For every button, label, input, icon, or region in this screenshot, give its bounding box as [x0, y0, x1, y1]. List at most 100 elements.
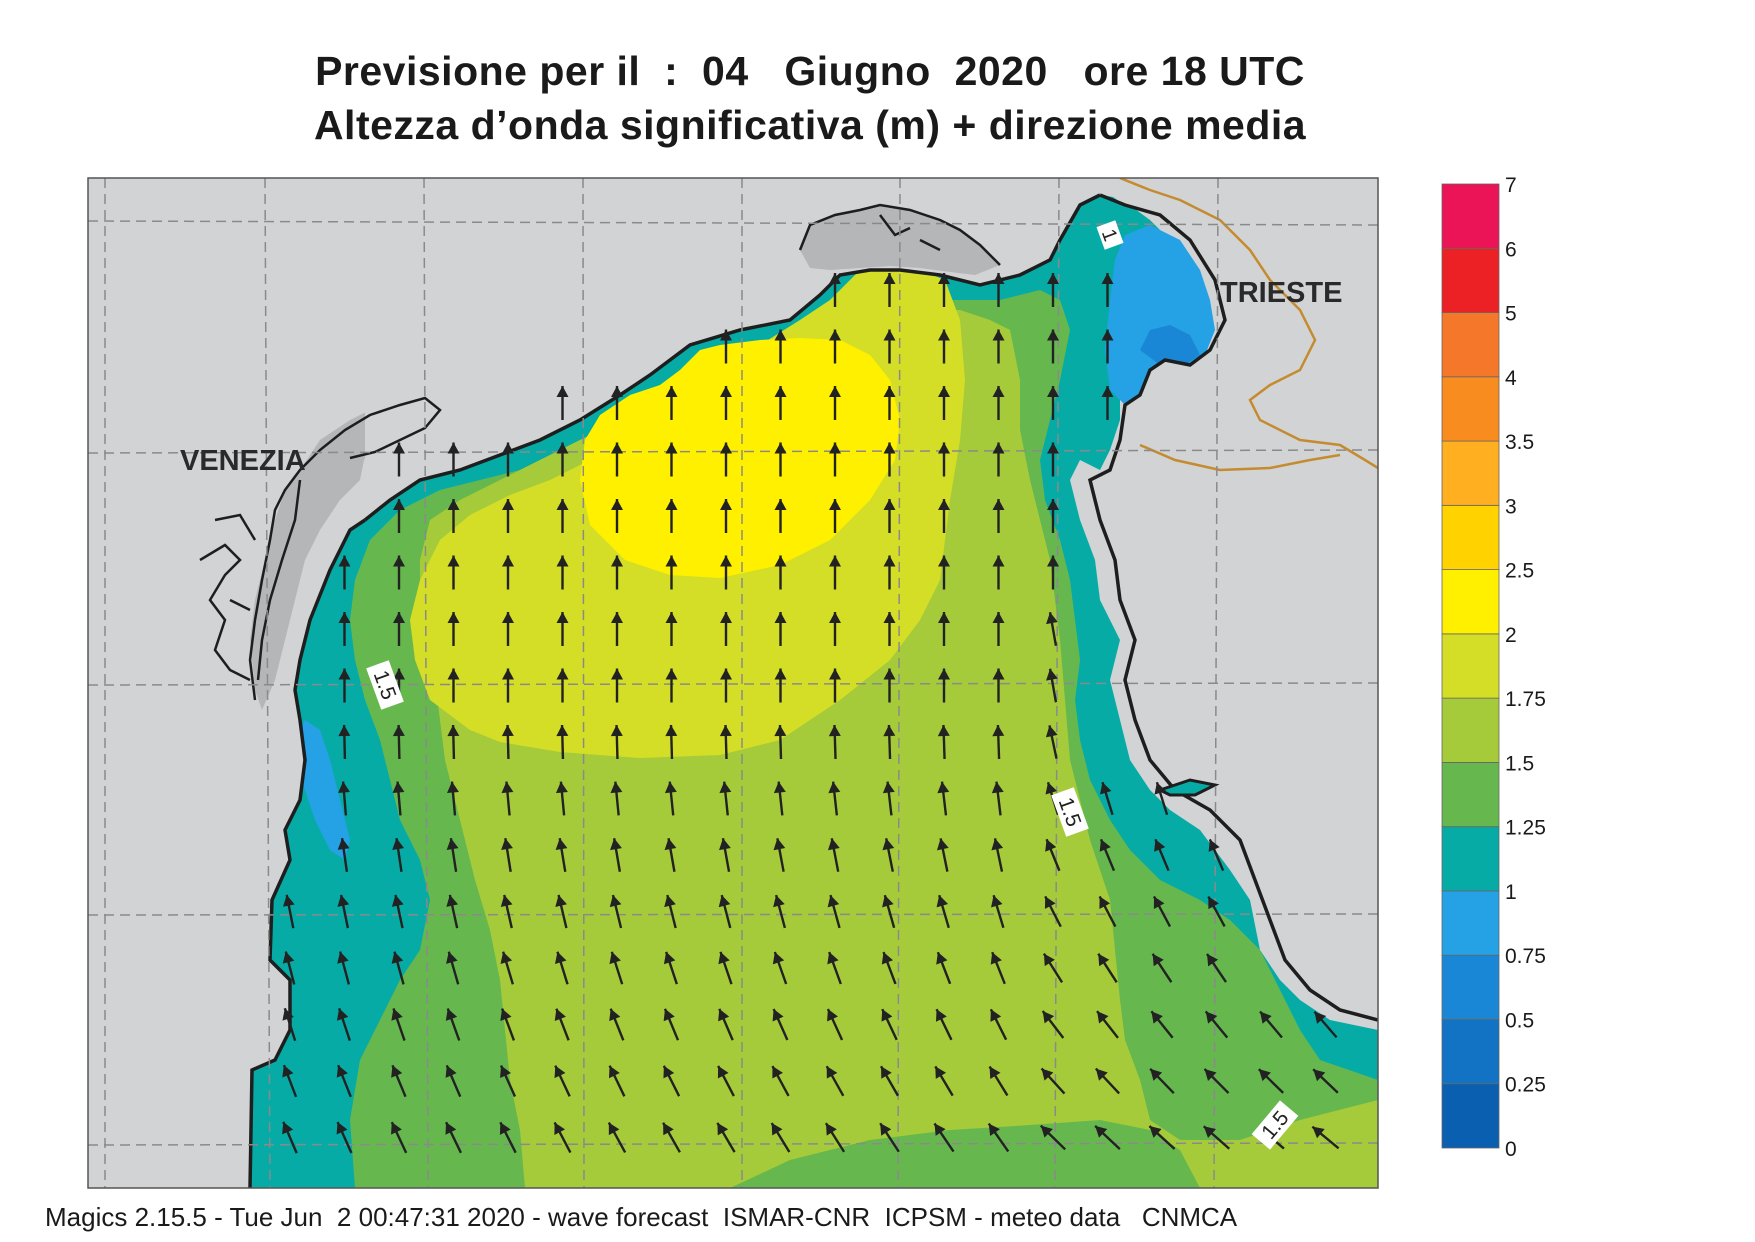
direction-arrow-head — [282, 1121, 294, 1135]
direction-arrow-head — [1208, 839, 1220, 852]
coastline-grado-lagoon — [798, 203, 1001, 266]
direction-arrow-head — [446, 838, 459, 850]
direction-arrow-head — [720, 386, 732, 397]
legend-level-label: 1.5 — [1505, 752, 1534, 775]
sea-band-bottom-wedge — [730, 1120, 1200, 1188]
direction-arrow-head — [502, 555, 514, 567]
direction-arrow-head — [447, 668, 460, 680]
direction-arrow-head — [774, 668, 787, 680]
direction-arrow-head — [447, 612, 460, 623]
direction-arrow-head — [773, 781, 786, 794]
direction-arrow-head — [664, 838, 677, 851]
direction-arrow-head — [1047, 273, 1059, 284]
direction-arrow-head — [663, 1122, 674, 1136]
direction-arrow-head — [393, 499, 405, 510]
direction-arrow-head — [883, 725, 896, 737]
coastline-east — [1087, 193, 1378, 1022]
contour-label-1: 1 — [1096, 220, 1124, 250]
direction-arrow-head — [446, 894, 459, 907]
direction-arrow-head — [611, 499, 623, 510]
direction-arrow-head — [338, 555, 351, 567]
direction-arrow-head — [1045, 839, 1057, 852]
title-line-2: Altezza d’onda significativa (m) + direz… — [313, 102, 1307, 148]
direction-arrow-head — [720, 329, 732, 341]
direction-arrow-head — [719, 781, 732, 794]
direction-arrow-head — [827, 895, 840, 908]
direction-arrow-head — [502, 668, 514, 680]
direction-arrow-head — [555, 894, 567, 908]
legend-level-label: 0 — [1505, 1138, 1517, 1161]
direction-arrow-head — [938, 329, 950, 341]
direction-arrow-head — [717, 1122, 729, 1136]
direction-arrow-head — [1101, 329, 1114, 341]
direction-arrow-head — [992, 668, 1005, 680]
direction-arrow-head — [772, 1008, 784, 1022]
direction-arrow-head — [282, 1008, 294, 1021]
direction-arrow-head — [391, 1008, 403, 1021]
direction-arrow-head — [829, 442, 841, 454]
direction-arrow-head — [1043, 953, 1055, 967]
direction-arrow-head — [773, 838, 786, 851]
direction-arrow-head — [445, 1008, 458, 1021]
direction-arrow-head — [391, 1122, 402, 1135]
direction-arrow-head — [771, 1122, 783, 1136]
direction-arrow-head — [500, 894, 513, 907]
direction-arrow-head — [610, 725, 623, 737]
direction-arrow-head — [338, 725, 351, 737]
direction-arrow-head — [1207, 953, 1219, 967]
direction-arrow-head — [880, 1123, 892, 1136]
direction-arrow-head — [664, 781, 677, 794]
direction-arrow-head — [772, 1066, 783, 1079]
direction-arrow-head — [1040, 1125, 1053, 1138]
direction-arrow-head — [774, 612, 787, 623]
color-legend: 0 0.25 0.5 0.75 1 1.25 1.5 1.75 2 2.5 3 3.5 4 5 6 7 — [1441, 174, 1546, 1161]
direction-arrow-head — [720, 442, 732, 454]
direction-arrow-head — [1045, 782, 1057, 795]
direction-arrow-head — [665, 555, 678, 567]
direction-arrow-head — [1313, 1069, 1326, 1082]
direction-arrow-head — [829, 555, 841, 567]
legend-swatch — [1441, 826, 1500, 892]
direction-arrow-head — [1153, 896, 1165, 910]
direction-arrow-head — [1314, 1011, 1327, 1024]
legend-level-label: 3 — [1505, 495, 1517, 518]
direction-arrow-head — [1099, 896, 1111, 909]
direction-arrow-head — [883, 442, 896, 454]
direction-arrow-head — [1044, 896, 1056, 909]
legend-level-label: 0.25 — [1505, 1074, 1546, 1097]
direction-arrow-head — [717, 1065, 729, 1079]
grid-lines — [88, 178, 1378, 1188]
legend-level-label: 5 — [1505, 303, 1517, 326]
direction-arrow-head — [1203, 1126, 1216, 1139]
direction-arrow-head — [1150, 1068, 1163, 1081]
direction-arrow-head — [938, 273, 950, 284]
direction-arrow-head — [1041, 1068, 1054, 1081]
direction-arrow-head — [1046, 668, 1058, 681]
direction-arrow-head — [608, 1122, 620, 1136]
direction-arrow-head — [665, 499, 678, 510]
direction-arrow-head — [556, 612, 569, 623]
direction-arrow-head — [501, 725, 514, 737]
direction-arrow-head — [883, 329, 896, 341]
direction-arrow-head — [718, 895, 731, 908]
direction-arrow-head — [720, 555, 732, 567]
direction-arrow-head — [336, 1008, 349, 1021]
direction-arrow-head — [829, 273, 841, 284]
direction-arrow-head — [1047, 499, 1059, 510]
direction-arrow-head — [827, 838, 840, 851]
direction-arrow-head — [500, 1065, 512, 1078]
direction-arrow-head — [554, 1122, 566, 1135]
direction-arrow-head — [937, 781, 950, 794]
direction-arrow-head — [337, 894, 350, 907]
direction-arrow-head — [554, 1065, 566, 1079]
direction-arrow-head — [609, 1008, 621, 1022]
coastline-lagoon — [199, 396, 442, 701]
legend-swatch — [1441, 504, 1500, 571]
direction-arrow-head — [610, 838, 622, 851]
legend-level-label: 4 — [1505, 367, 1517, 390]
legend-swatch — [1441, 440, 1500, 506]
direction-arrow-head — [992, 329, 1005, 341]
direction-arrow-head — [337, 838, 350, 850]
direction-arrow-head — [338, 612, 351, 623]
direction-arrow-head — [610, 781, 623, 794]
